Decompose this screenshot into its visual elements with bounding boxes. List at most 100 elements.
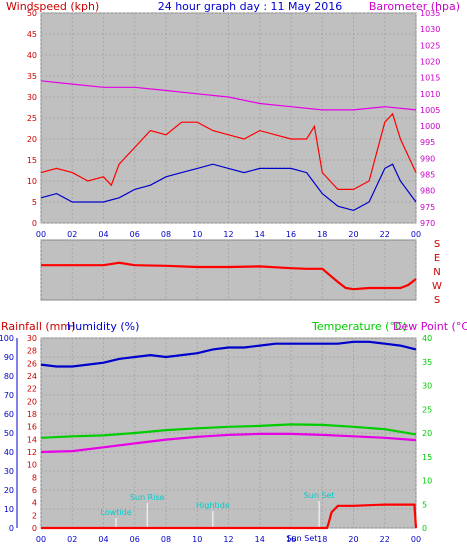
top-right-tick-label: 1000	[420, 122, 440, 131]
top-x-axis: 00 02 04 06 08 10 12 14 16 18 20 22 00	[36, 230, 421, 239]
top-left-tick-label: 15	[27, 156, 37, 165]
direction-label: S	[434, 295, 440, 306]
top-x-tick-label: 06	[130, 230, 140, 239]
rain-tick-label: 6	[32, 486, 37, 495]
rain-tick-label: 24	[27, 372, 37, 381]
humidity-tick-label: 80	[4, 372, 14, 381]
annotation-label: Sun Rise	[130, 493, 165, 502]
top-x-tick-label: 10	[192, 230, 202, 239]
top-series	[40, 80, 417, 212]
top-left-tick-label: 5	[32, 198, 37, 207]
top-left-tick-label: 40	[27, 51, 37, 60]
top-left-tick-label: 35	[27, 72, 37, 81]
top-right-tick-label: 1005	[420, 106, 440, 115]
bottom-x-tick-label: 04	[98, 535, 108, 544]
annotation-label: Sun Set	[286, 534, 317, 543]
top-left-tick-label: 20	[27, 135, 37, 144]
bottom-series-line-3	[41, 503, 418, 530]
temp-tick-label: 40	[422, 334, 432, 343]
top-right-tick-label: 995	[420, 138, 435, 147]
temp-tick-label: 35	[422, 358, 432, 367]
rain-tick-label: 8	[32, 473, 37, 482]
annotation-label: Sun Set	[304, 491, 335, 500]
top-right-tick-label: 1030	[420, 25, 440, 34]
bottom-right-label-1: Temperature (°C)	[311, 320, 407, 333]
temp-tick-label: 10	[422, 477, 432, 486]
top-right-tick-label: 1025	[420, 41, 440, 50]
rain-tick-label: 10	[27, 461, 37, 470]
top-title: 24 hour graph day : 11 May 2016	[158, 0, 343, 13]
humidity-tick-label: 50	[4, 429, 14, 438]
bottom-series	[40, 340, 418, 530]
rain-tick-label: 30	[27, 334, 37, 343]
humidity-tick-label: 0	[9, 524, 14, 533]
annotation-label: Lowtide	[100, 508, 131, 517]
top-x-tick-label: 14	[255, 230, 265, 239]
top-left-axis: 0 5 10 15 20 25 30 35 40 45 50	[27, 9, 37, 228]
rain-tick-label: 14	[27, 435, 37, 444]
temp-tick-label: 25	[422, 405, 432, 414]
top-right-tick-label: 980	[420, 187, 435, 196]
top-x-tick-label: 00	[411, 230, 421, 239]
bottom-x-tick-label: 20	[348, 535, 358, 544]
rain-tick-label: 18	[27, 410, 37, 419]
humidity-tick-label: 90	[4, 353, 14, 362]
humidity-tick-label: 20	[4, 486, 14, 495]
bottom-left-label-1: Rainfall (mm)	[1, 320, 75, 333]
bottom-x-axis: 00 02 04 06 08 10 12 14 16 18 20 22 00	[36, 535, 421, 544]
top-right-tick-label: 970	[420, 219, 435, 228]
bottom-axes: 0102030405060708090100024681012141618202…	[0, 334, 432, 533]
bottom-grid	[40, 337, 417, 529]
top-left-tick-label: 10	[27, 177, 37, 186]
rain-tick-label: 4	[32, 499, 37, 508]
bottom-right-label-2: Dew Point (°C)	[393, 320, 467, 333]
humidity-tick-label: 40	[4, 448, 14, 457]
rain-tick-label: 16	[27, 423, 37, 432]
top-x-tick-label: 08	[161, 230, 171, 239]
rain-tick-label: 26	[27, 359, 37, 368]
temp-tick-label: 5	[422, 500, 427, 509]
top-right-label: Barometer (hpa)	[369, 0, 460, 13]
temp-tick-label: 15	[422, 453, 432, 462]
bottom-series-line-2	[40, 432, 417, 454]
humidity-tick-label: 70	[4, 391, 14, 400]
top-left-tick-label: 25	[27, 114, 37, 123]
temp-tick-label: 30	[422, 382, 432, 391]
bottom-x-tick-label: 00	[411, 535, 421, 544]
annotation-label: Hightide	[196, 501, 230, 510]
temp-tick-label: 0	[422, 524, 427, 533]
direction-label: W	[432, 281, 442, 292]
top-x-tick-label: 16	[286, 230, 296, 239]
direction-series-line	[41, 261, 417, 291]
top-left-label: Windspeed (kph)	[6, 0, 99, 13]
direction-label: E	[434, 253, 440, 264]
top-x-tick-label: 04	[98, 230, 108, 239]
bottom-series-line-0	[40, 340, 417, 368]
top-right-axis: 970 975 980 985 990 995 1000 1005 1010 1015 1020 10…	[420, 9, 440, 228]
top-left-tick-label: 0	[32, 219, 37, 228]
top-x-tick-label: 12	[223, 230, 233, 239]
rain-tick-label: 28	[27, 347, 37, 356]
bottom-series-line-1	[40, 423, 417, 439]
top-x-tick-label: 22	[380, 230, 390, 239]
temp-tick-label: 20	[422, 429, 432, 438]
top-grid	[40, 12, 417, 224]
top-right-tick-label: 975	[420, 203, 435, 212]
bottom-x-tick-label: 22	[380, 535, 390, 544]
humidity-tick-label: 60	[4, 410, 14, 419]
top-right-tick-label: 1020	[420, 57, 440, 66]
bottom-left-label-2: Humidity (%)	[67, 320, 139, 333]
bottom-x-tick-label: 12	[223, 535, 233, 544]
bottom-x-tick-label: 18	[317, 535, 327, 544]
rain-tick-label: 12	[27, 448, 37, 457]
rain-tick-label: 22	[27, 385, 37, 394]
bottom-x-tick-label: 02	[67, 535, 77, 544]
bottom-x-tick-label: 00	[36, 535, 46, 544]
humidity-tick-label: 30	[4, 467, 14, 476]
bottom-x-tick-label: 16	[286, 535, 296, 544]
rain-tick-label: 2	[32, 511, 37, 520]
humidity-tick-label: 100	[0, 334, 14, 343]
top-right-tick-label: 1015	[420, 74, 440, 83]
